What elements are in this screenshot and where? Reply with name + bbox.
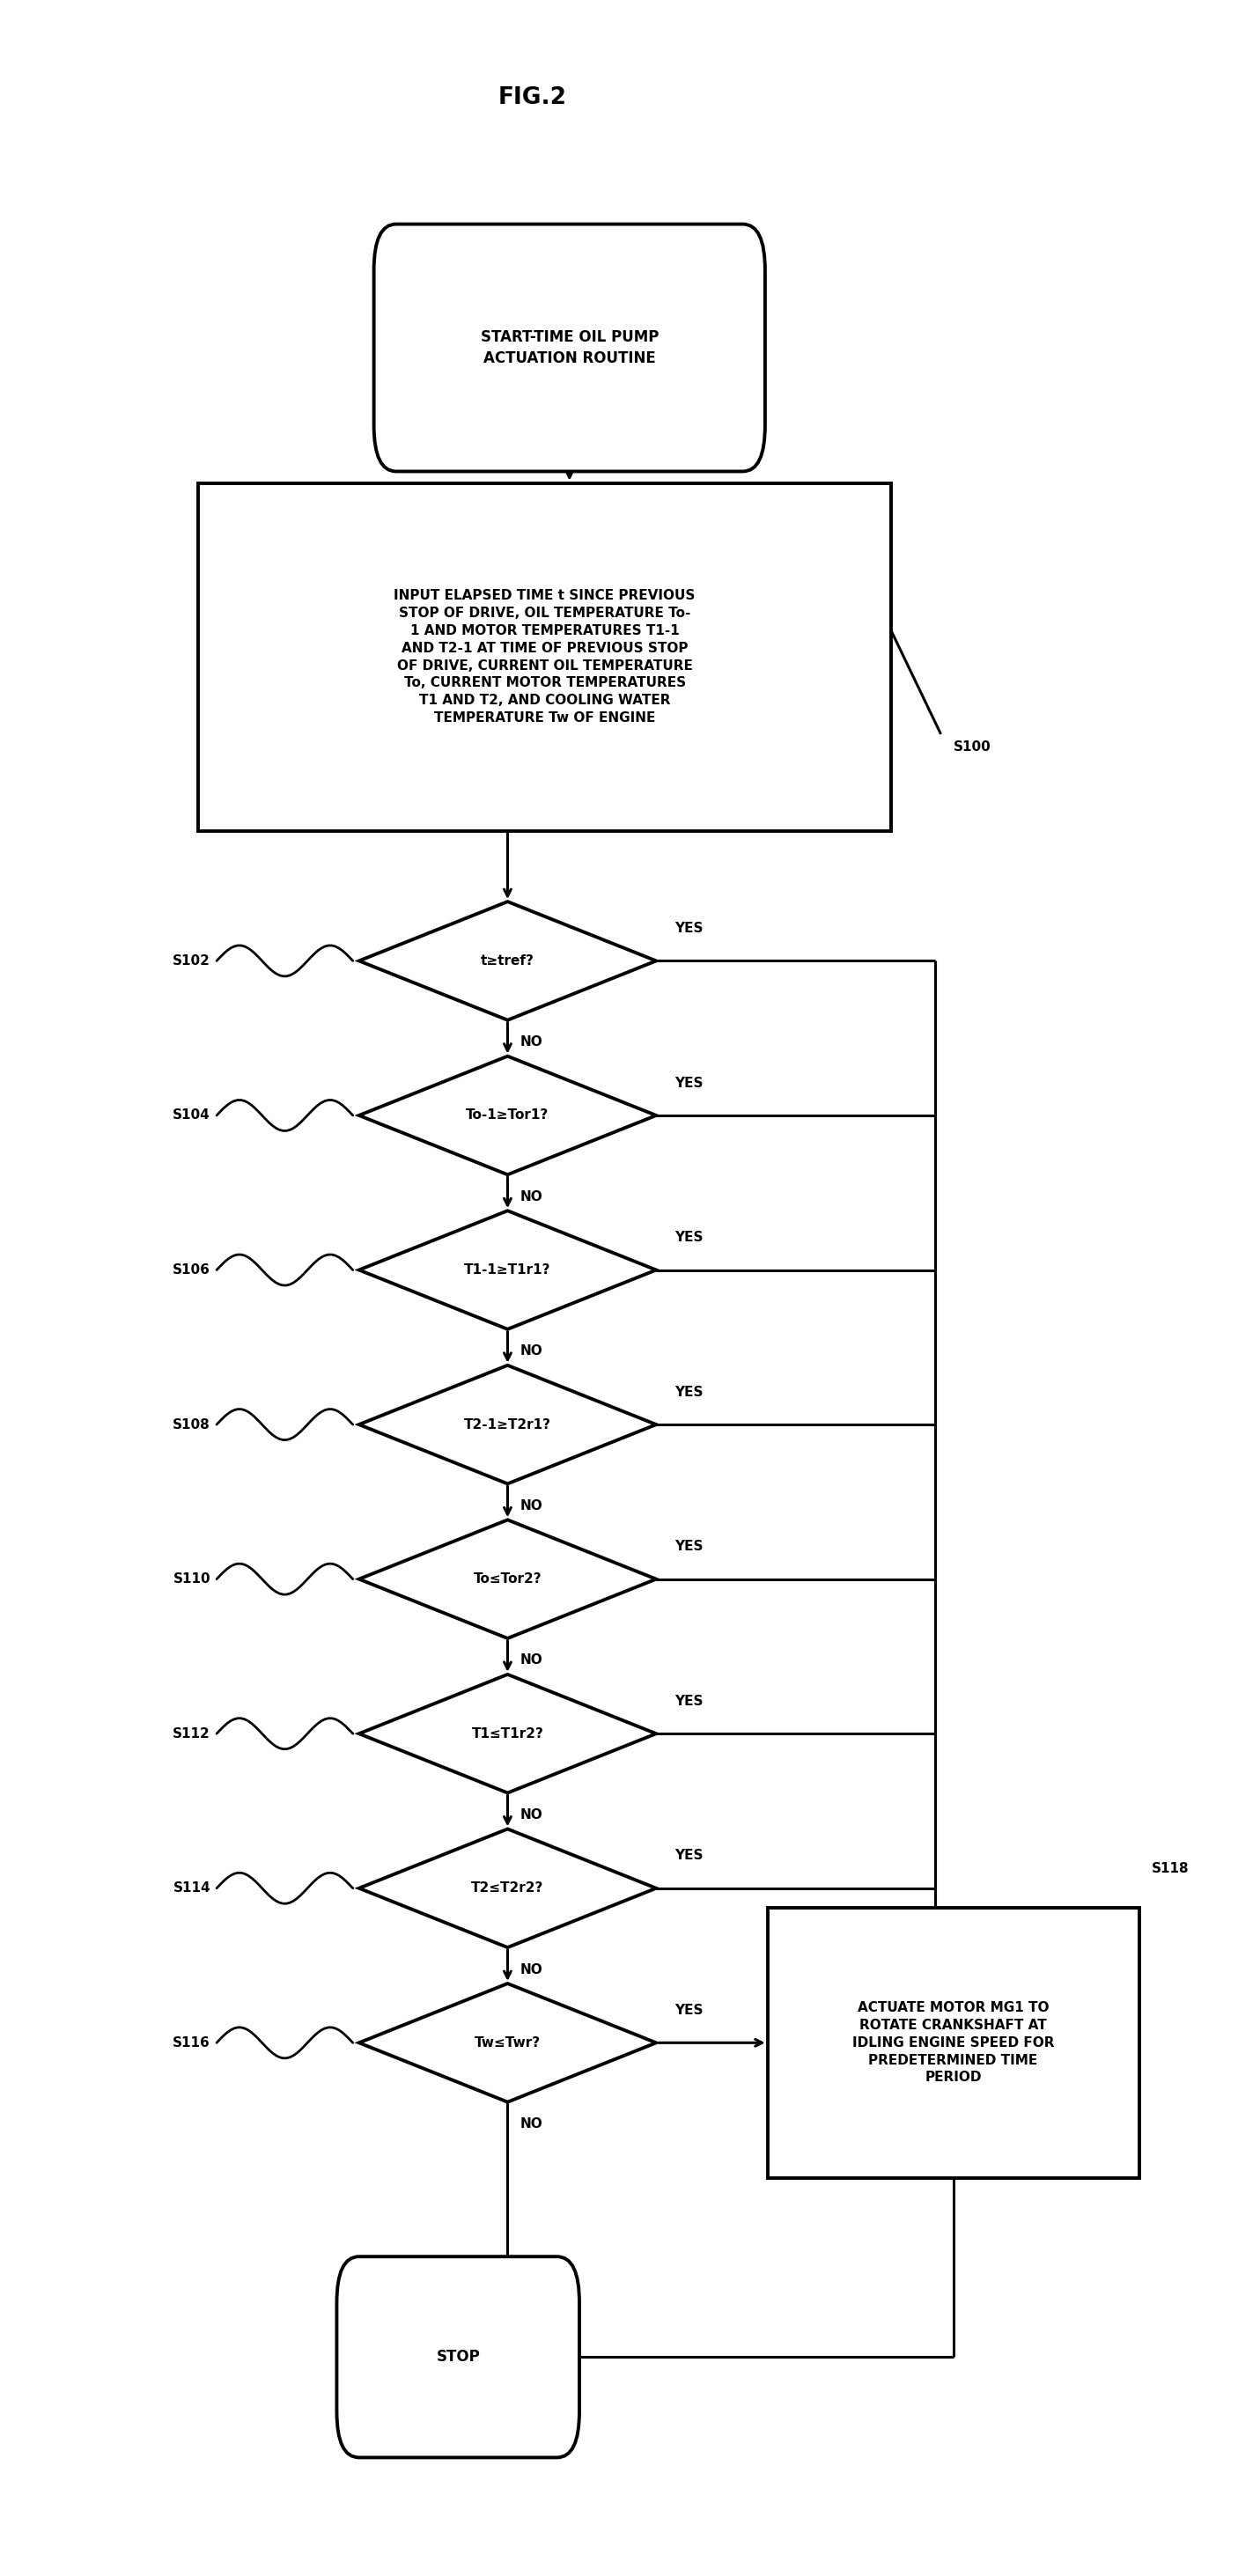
Text: NO: NO <box>520 1036 542 1048</box>
Text: T1≤T1r2?: T1≤T1r2? <box>472 1726 543 1741</box>
Polygon shape <box>359 1365 656 1484</box>
Text: S116: S116 <box>173 2035 210 2050</box>
Text: S104: S104 <box>173 1108 210 1123</box>
Text: YES: YES <box>675 1850 703 1862</box>
Text: NO: NO <box>520 1499 542 1512</box>
Text: YES: YES <box>675 1540 703 1553</box>
Text: S108: S108 <box>173 1417 210 1432</box>
Text: S112: S112 <box>173 1726 210 1741</box>
Text: INPUT ELAPSED TIME t SINCE PREVIOUS
STOP OF DRIVE, OIL TEMPERATURE To-
1 AND MOT: INPUT ELAPSED TIME t SINCE PREVIOUS STOP… <box>394 590 696 724</box>
Polygon shape <box>359 1520 656 1638</box>
FancyBboxPatch shape <box>198 482 891 829</box>
Text: NO: NO <box>520 1190 542 1203</box>
Polygon shape <box>359 902 656 1020</box>
Text: START-TIME OIL PUMP
ACTUATION ROUTINE: START-TIME OIL PUMP ACTUATION ROUTINE <box>480 330 659 366</box>
Text: S114: S114 <box>173 1880 210 1896</box>
Text: FIG.2: FIG.2 <box>498 88 567 108</box>
Text: YES: YES <box>675 922 703 935</box>
Text: STOP: STOP <box>436 2349 480 2365</box>
Text: YES: YES <box>675 1231 703 1244</box>
Text: To≤Tor2?: To≤Tor2? <box>473 1571 542 1587</box>
Text: t≥tref?: t≥tref? <box>480 953 535 969</box>
Text: YES: YES <box>675 1077 703 1090</box>
Text: T2≤T2r2?: T2≤T2r2? <box>472 1880 543 1896</box>
Text: YES: YES <box>675 1386 703 1399</box>
FancyBboxPatch shape <box>374 224 765 471</box>
Polygon shape <box>359 1211 656 1329</box>
Polygon shape <box>359 1674 656 1793</box>
Text: S102: S102 <box>173 953 210 969</box>
Polygon shape <box>359 1056 656 1175</box>
Text: NO: NO <box>520 1654 542 1667</box>
Polygon shape <box>359 1829 656 1947</box>
Text: NO: NO <box>520 1345 542 1358</box>
Text: YES: YES <box>675 2004 703 2017</box>
Polygon shape <box>359 1984 656 2102</box>
Text: NO: NO <box>520 1963 542 1976</box>
Text: S118: S118 <box>1151 1862 1188 1875</box>
Text: T2-1≥T2r1?: T2-1≥T2r1? <box>464 1417 551 1432</box>
Text: NO: NO <box>520 2117 542 2130</box>
Text: NO: NO <box>520 1808 542 1821</box>
Text: To-1≥Tor1?: To-1≥Tor1? <box>465 1108 550 1123</box>
Text: S110: S110 <box>173 1571 210 1587</box>
Text: T1-1≥T1r1?: T1-1≥T1r1? <box>464 1262 551 1278</box>
Text: S106: S106 <box>173 1262 210 1278</box>
Text: ACTUATE MOTOR MG1 TO
ROTATE CRANKSHAFT AT
IDLING ENGINE SPEED FOR
PREDETERMINED : ACTUATE MOTOR MG1 TO ROTATE CRANKSHAFT A… <box>852 2002 1055 2084</box>
Text: Tw≤Twr?: Tw≤Twr? <box>474 2035 541 2050</box>
Text: YES: YES <box>675 1695 703 1708</box>
FancyBboxPatch shape <box>768 1906 1139 2177</box>
Text: S100: S100 <box>953 739 990 755</box>
FancyBboxPatch shape <box>337 2257 579 2458</box>
